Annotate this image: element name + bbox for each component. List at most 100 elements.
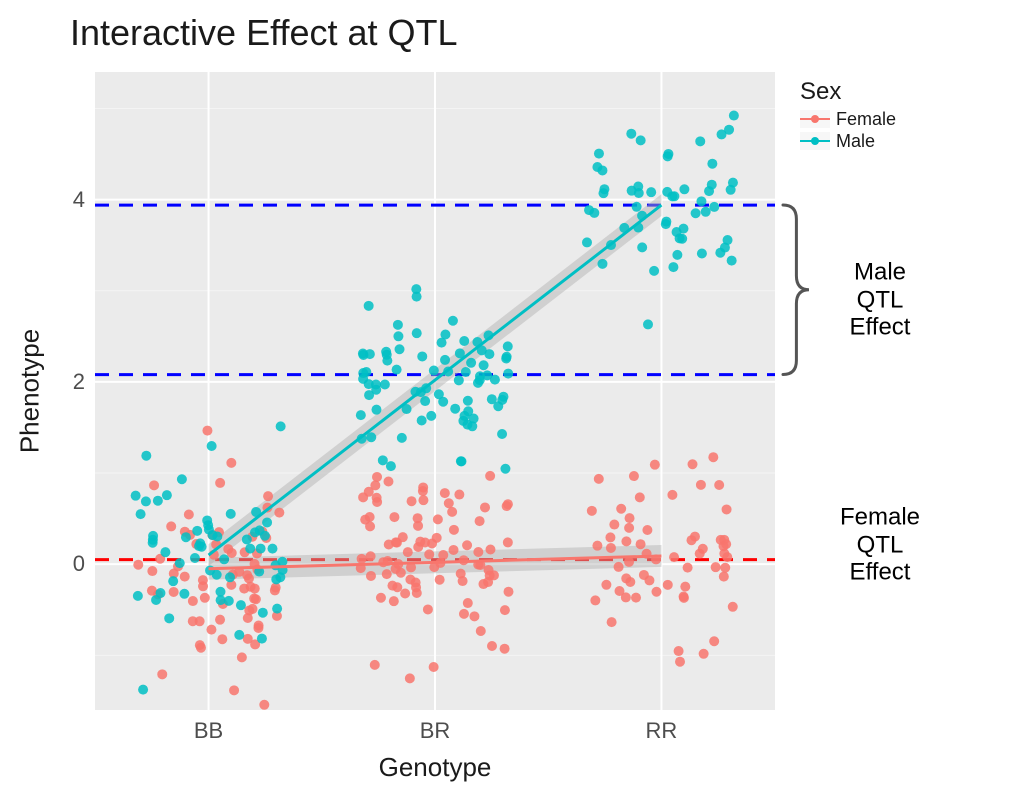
data-point xyxy=(217,634,227,644)
legend-swatch xyxy=(800,110,830,128)
data-point xyxy=(473,378,483,388)
data-point xyxy=(639,570,649,580)
data-point xyxy=(424,549,434,559)
data-point xyxy=(403,547,413,557)
data-point xyxy=(429,662,439,672)
data-point xyxy=(637,242,647,252)
data-point xyxy=(417,415,427,425)
chart-title: Interactive Effect at QTL xyxy=(70,12,458,54)
x-tick-label: BR xyxy=(420,718,451,744)
data-point xyxy=(668,262,678,272)
data-point xyxy=(680,582,690,592)
data-point xyxy=(614,586,624,596)
data-point xyxy=(405,673,415,683)
data-point xyxy=(160,547,170,557)
data-point xyxy=(590,595,600,605)
data-point xyxy=(701,207,711,217)
data-point xyxy=(392,538,402,548)
data-point xyxy=(133,560,143,570)
data-point xyxy=(503,537,513,547)
data-point xyxy=(699,649,709,659)
data-point xyxy=(672,250,682,260)
data-point xyxy=(459,609,469,619)
data-point xyxy=(200,593,210,603)
data-point xyxy=(418,495,428,505)
data-point xyxy=(720,563,730,573)
data-point xyxy=(438,550,448,560)
data-point xyxy=(245,544,255,554)
data-point xyxy=(697,248,707,258)
annotation-female-qtl-effect: FemaleQTLEffect xyxy=(840,504,920,587)
data-point xyxy=(250,584,260,594)
data-point xyxy=(262,517,272,527)
data-point xyxy=(397,433,407,443)
data-point xyxy=(448,316,458,326)
data-point xyxy=(224,596,234,606)
data-point xyxy=(141,451,151,461)
data-point xyxy=(503,369,513,379)
data-point xyxy=(675,233,685,243)
data-point xyxy=(263,491,273,501)
data-point xyxy=(614,562,624,572)
data-point xyxy=(683,563,693,573)
data-point xyxy=(138,685,148,695)
data-point xyxy=(461,367,471,377)
data-point xyxy=(259,700,269,710)
data-point xyxy=(708,452,718,462)
data-point xyxy=(219,554,229,564)
data-point xyxy=(162,490,172,500)
data-point xyxy=(272,604,282,614)
data-point xyxy=(594,474,604,484)
data-point xyxy=(271,574,281,584)
data-point xyxy=(714,480,724,490)
data-point xyxy=(582,237,592,247)
data-point xyxy=(497,395,507,405)
data-point xyxy=(688,459,698,469)
brace-icon xyxy=(781,195,819,385)
data-point xyxy=(149,480,159,490)
legend-title: Sex xyxy=(800,78,896,106)
data-point xyxy=(188,596,198,606)
x-axis-label: Genotype xyxy=(379,752,492,783)
data-point xyxy=(698,544,708,554)
data-point xyxy=(177,474,187,484)
legend-label: Female xyxy=(836,109,896,130)
data-point xyxy=(592,541,602,551)
data-point xyxy=(726,185,736,195)
data-point xyxy=(197,542,207,552)
data-point xyxy=(249,594,259,604)
data-point xyxy=(711,562,721,572)
data-point xyxy=(389,512,399,522)
data-point xyxy=(169,587,179,597)
data-point xyxy=(153,496,163,506)
data-point xyxy=(707,159,717,169)
y-tick-label: 0 xyxy=(0,551,85,577)
data-point xyxy=(485,544,495,554)
data-point xyxy=(372,472,382,482)
data-point xyxy=(155,588,165,598)
data-point xyxy=(141,496,151,506)
data-point xyxy=(386,461,396,471)
data-point xyxy=(136,509,146,519)
data-point xyxy=(485,471,495,481)
data-point xyxy=(226,458,236,468)
data-point xyxy=(260,531,270,541)
data-point xyxy=(476,626,486,636)
data-point xyxy=(440,488,450,498)
data-point xyxy=(449,525,459,535)
data-point xyxy=(179,589,189,599)
data-point xyxy=(432,533,442,543)
data-point xyxy=(722,504,732,514)
data-point xyxy=(212,531,222,541)
data-point xyxy=(500,605,510,615)
data-point xyxy=(500,464,510,474)
data-point xyxy=(395,344,405,354)
data-point xyxy=(601,580,611,590)
data-point xyxy=(609,520,619,530)
data-point xyxy=(256,544,266,554)
data-point xyxy=(234,630,244,640)
data-point xyxy=(469,611,479,621)
data-point xyxy=(463,406,473,416)
data-point xyxy=(411,284,421,294)
data-point xyxy=(257,634,267,644)
